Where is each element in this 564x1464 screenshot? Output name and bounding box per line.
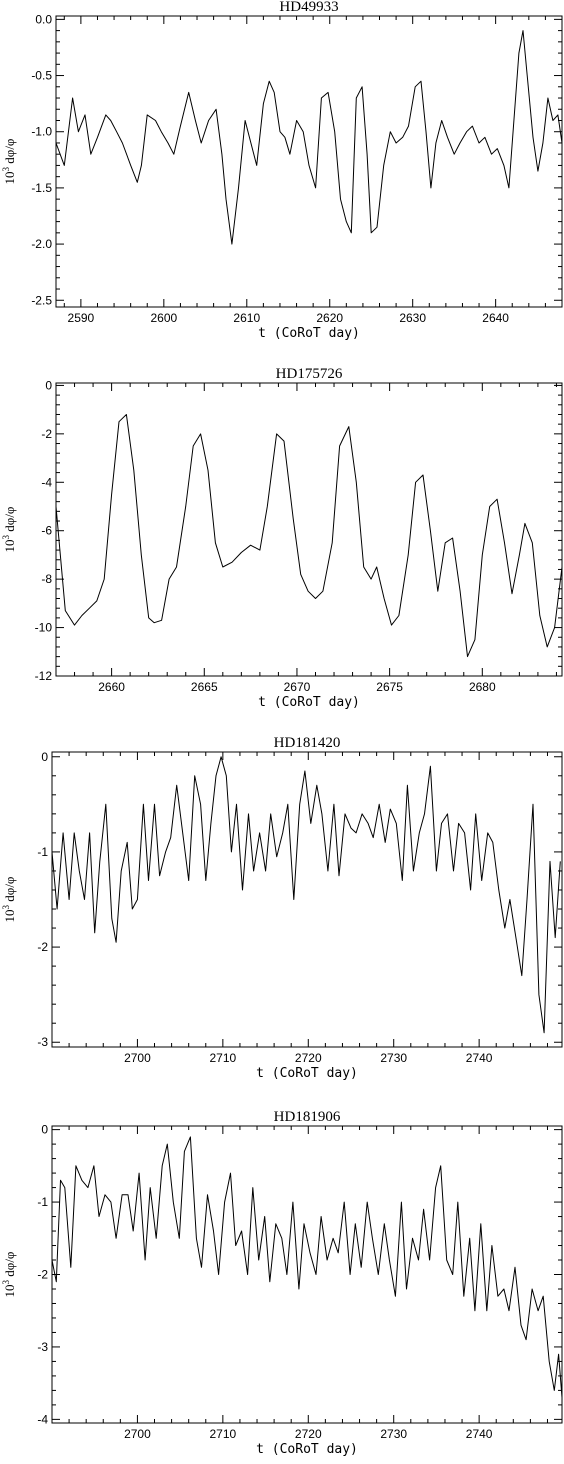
chart-title: HD175726 <box>276 366 343 382</box>
x-tick-label: 2590 <box>68 311 95 325</box>
y-axis-label-base: 10 <box>2 171 17 184</box>
plot-frame <box>51 1125 563 1424</box>
y-axis-label-rest: dφ/φ <box>2 877 17 905</box>
x-tick-label: 2730 <box>380 1051 407 1065</box>
y-axis-label-exponent: 3 <box>1 534 11 539</box>
y-axis-label-exponent: 3 <box>1 1279 11 1284</box>
x-tick-label: 2640 <box>482 311 509 325</box>
y-tick-label: 0 <box>41 750 48 764</box>
x-axis-label: t (CoRoT day) <box>256 1066 358 1081</box>
x-tick-label: 2610 <box>233 311 260 325</box>
x-tick-label: 2630 <box>399 311 426 325</box>
x-tick-label: 2700 <box>124 1427 151 1441</box>
x-tick-label: 2740 <box>466 1427 493 1441</box>
x-tick-label: 2740 <box>466 1051 493 1065</box>
y-axis-label-rest: dφ/φ <box>2 507 17 535</box>
x-tick-label: 2620 <box>316 311 343 325</box>
x-tick-label: 2710 <box>210 1427 237 1441</box>
plot-frame <box>55 15 563 308</box>
y-tick-label: -3 <box>37 1340 48 1354</box>
y-axis-label-base: 10 <box>2 539 17 552</box>
plot-frame <box>51 751 563 1048</box>
data-series-line <box>51 1136 563 1398</box>
y-tick-label: -2 <box>37 940 48 954</box>
panel-3: HD181420 2700 2710 2720 2730 2740 0 -1 -2 -3 t (Co… <box>1 735 563 1081</box>
y-axis-label: 103 dφ/φ <box>1 139 17 185</box>
x-tick-label: 2660 <box>98 680 125 694</box>
panel-1: HD49933 2590 2600 2610 2620 2630 2640 0.0 -0.5 -1… <box>1 0 563 341</box>
y-tick-label: -1 <box>37 1195 48 1209</box>
x-tick-label: 2720 <box>295 1427 322 1441</box>
plot-frame <box>55 382 563 677</box>
x-tick-label: 2700 <box>124 1051 151 1065</box>
y-tick-label: -2 <box>37 1268 48 1282</box>
y-tick-label: -6 <box>41 524 52 538</box>
x-tick-label: 2665 <box>191 680 218 694</box>
x-tick-label: 2710 <box>210 1051 237 1065</box>
y-axis-label: 103 dφ/φ <box>1 1252 17 1298</box>
y-tick-label: 0.0 <box>35 12 52 26</box>
data-series-line <box>55 30 563 245</box>
x-tick-label: 2720 <box>295 1051 322 1065</box>
y-axis-label-exponent: 3 <box>1 904 11 909</box>
x-tick-label: 2670 <box>284 680 311 694</box>
y-tick-label: -2 <box>41 427 52 441</box>
y-tick-label: -4 <box>37 1412 48 1426</box>
y-axis-label-base: 10 <box>2 909 17 922</box>
x-tick-label: 2675 <box>376 680 403 694</box>
panel-4: HD181906 2700 2710 2720 2730 2740 0 -1 -2 -3 -4 t (… <box>1 1109 563 1457</box>
y-tick-label: 0 <box>41 1123 48 1137</box>
y-axis-label-base: 10 <box>2 1284 17 1297</box>
y-axis-label-rest: dφ/φ <box>2 139 17 167</box>
y-axis-label: 103 dφ/φ <box>1 877 17 923</box>
y-tick-label: -10 <box>35 621 53 635</box>
panel-2: HD175726 2660 2665 2670 2675 2680 0 -2 -4 -6 -8 -10… <box>1 366 563 710</box>
y-tick-label: 0 <box>45 378 52 392</box>
chart-title: HD181420 <box>274 735 341 751</box>
chart-title: HD49933 <box>279 0 338 15</box>
y-axis-label: 103 dφ/φ <box>1 507 17 553</box>
x-axis-label: t (CoRoT day) <box>256 1442 358 1457</box>
y-axis-label-exponent: 3 <box>1 166 11 171</box>
x-tick-label: 2600 <box>150 311 177 325</box>
x-tick-label: 2680 <box>469 680 496 694</box>
x-axis-label: t (CoRoT day) <box>258 326 360 341</box>
x-tick-label: 2730 <box>380 1427 407 1441</box>
data-series-line <box>55 414 563 658</box>
chart-title: HD181906 <box>274 1109 341 1125</box>
y-tick-label: -12 <box>35 669 53 683</box>
y-tick-label: -2.0 <box>31 237 52 251</box>
x-axis-label: t (CoRoT day) <box>258 695 360 710</box>
y-tick-label: -2.5 <box>31 293 52 307</box>
y-tick-label: -3 <box>37 1035 48 1049</box>
y-tick-label: -0.5 <box>31 69 52 83</box>
y-tick-label: -1 <box>37 845 48 859</box>
y-tick-label: -8 <box>41 572 52 586</box>
y-tick-label: -4 <box>41 475 52 489</box>
y-axis-label-rest: dφ/φ <box>2 1252 17 1280</box>
y-tick-label: -1.5 <box>31 181 52 195</box>
data-series-line <box>51 756 561 1034</box>
y-tick-label: -1.0 <box>31 125 52 139</box>
